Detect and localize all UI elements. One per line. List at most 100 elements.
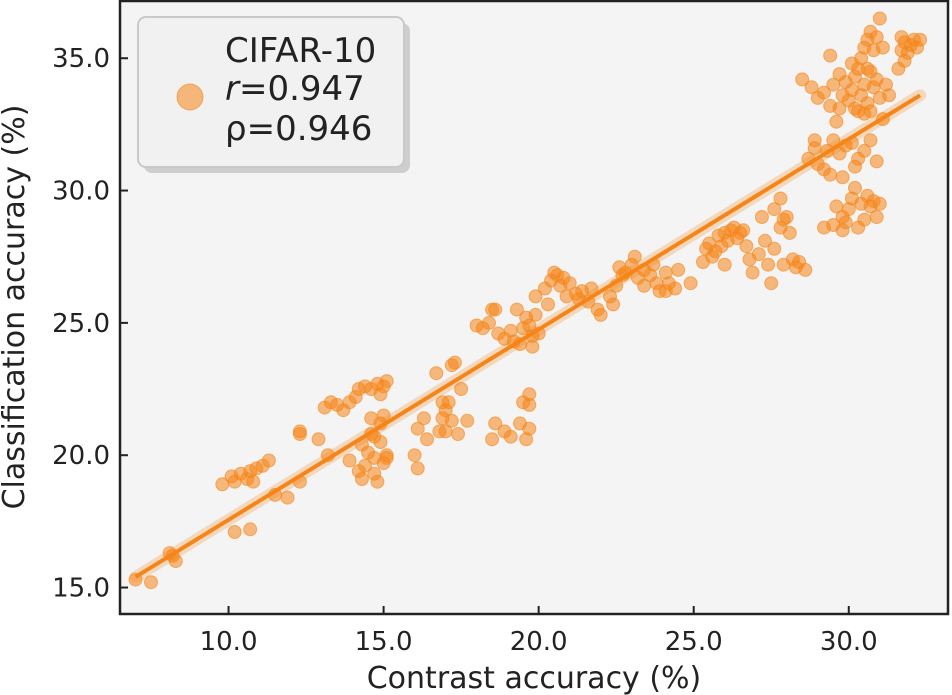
data-point <box>751 247 766 262</box>
data-point <box>832 101 847 116</box>
data-point <box>522 397 537 412</box>
data-point <box>379 450 394 465</box>
data-point <box>758 233 772 248</box>
legend: CIFAR-10 r=0.947 ρ=0.946 <box>137 16 410 173</box>
legend-pearson-label: r=0.947 <box>225 69 365 109</box>
data-point <box>761 257 776 272</box>
data-point <box>863 133 878 148</box>
data-point <box>767 241 782 256</box>
data-point <box>416 411 431 426</box>
data-point <box>528 289 543 304</box>
data-point <box>410 421 425 436</box>
data-point <box>550 268 565 283</box>
data-point <box>438 424 453 439</box>
data-point <box>460 413 475 428</box>
data-point <box>882 88 897 103</box>
y-axis-label: Classification accuracy (%) <box>0 105 32 510</box>
data-point <box>829 199 844 214</box>
data-point <box>562 276 577 291</box>
data-point <box>829 114 844 129</box>
data-point <box>227 525 242 539</box>
data-point <box>370 474 385 489</box>
data-point <box>444 358 459 373</box>
data-point <box>488 302 503 317</box>
data-point <box>671 262 686 277</box>
data-point <box>528 307 543 322</box>
data-point <box>872 196 887 211</box>
data-point <box>435 395 450 410</box>
x-tick-label: 15.0 <box>355 627 413 657</box>
data-point <box>525 339 540 354</box>
data-point <box>823 48 838 63</box>
y-tick-label: 15.0 <box>52 574 110 604</box>
legend-marker <box>176 83 204 111</box>
data-point <box>776 257 791 272</box>
data-point <box>280 490 295 505</box>
data-point <box>739 239 754 254</box>
data-point <box>407 448 422 463</box>
data-point <box>798 262 813 277</box>
x-tick-label: 30.0 <box>820 627 878 657</box>
data-point <box>835 170 850 185</box>
x-tick-label: 25.0 <box>665 627 723 657</box>
data-point <box>246 474 261 489</box>
data-point <box>488 416 503 431</box>
data-point <box>410 461 425 476</box>
x-tick-label: 20.0 <box>510 627 568 657</box>
y-tick-label: 35.0 <box>52 44 110 74</box>
data-point <box>848 159 862 174</box>
data-point <box>292 424 307 439</box>
legend-spearman-label: ρ=0.946 <box>225 109 372 149</box>
data-point <box>559 289 574 304</box>
data-point <box>835 223 850 238</box>
data-point <box>364 411 379 426</box>
data-point <box>243 522 258 537</box>
y-axis-ticks: 15.0 20.0 25.0 30.0 35.0 <box>52 44 128 604</box>
data-point <box>823 167 838 182</box>
data-point <box>593 307 608 322</box>
data-point <box>851 61 866 76</box>
data-point <box>373 387 388 402</box>
data-point <box>503 429 518 444</box>
data-point <box>848 180 862 195</box>
legend-dataset-label: CIFAR-10 <box>225 31 376 71</box>
data-point <box>311 432 326 447</box>
data-point <box>522 421 537 436</box>
data-point <box>795 72 810 87</box>
data-point <box>913 32 928 47</box>
y-tick-label: 20.0 <box>52 441 110 471</box>
data-point <box>451 427 465 441</box>
data-point <box>683 276 698 291</box>
data-point <box>851 220 866 235</box>
data-point <box>807 133 822 148</box>
regression-line <box>134 93 922 579</box>
data-point <box>804 80 819 95</box>
data-point <box>817 85 831 100</box>
data-point <box>832 67 847 82</box>
plot-frame <box>118 0 950 616</box>
data-point <box>773 191 788 206</box>
data-point <box>767 202 782 217</box>
data-point <box>379 374 394 389</box>
data-point <box>144 575 158 590</box>
data-point <box>429 366 444 381</box>
data-point <box>420 432 434 447</box>
data-point <box>872 11 887 26</box>
regression-fit <box>129 89 927 583</box>
y-tick-label: 25.0 <box>52 309 110 339</box>
x-tick-label: 10.0 <box>200 627 258 657</box>
data-point <box>708 244 723 259</box>
data-point <box>261 453 276 468</box>
data-point <box>857 143 872 158</box>
x-axis-ticks: 10.0 15.0 20.0 25.0 30.0 <box>200 606 878 657</box>
x-axis-label: Contrast accuracy (%) <box>367 661 702 695</box>
data-point <box>764 276 779 291</box>
data-point <box>606 297 621 312</box>
data-point <box>745 265 760 280</box>
data-point <box>454 382 469 396</box>
data-point <box>482 315 496 330</box>
data-point <box>863 104 878 119</box>
data-point <box>509 302 524 317</box>
data-point <box>627 249 642 264</box>
